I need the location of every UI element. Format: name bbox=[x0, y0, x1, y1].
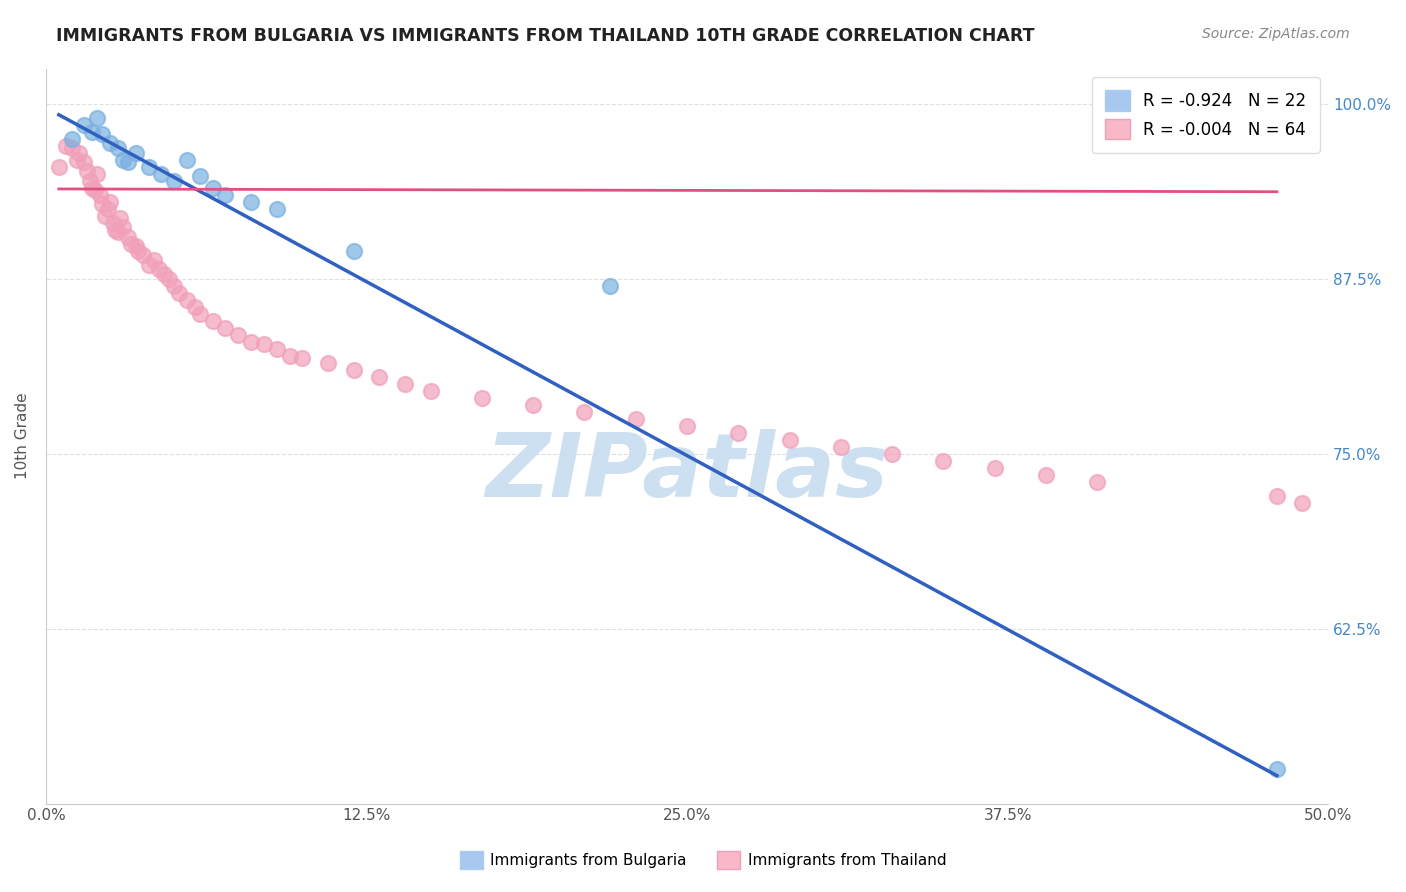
Point bbox=[266, 202, 288, 216]
Point bbox=[150, 167, 173, 181]
Y-axis label: 10th Grade: 10th Grade bbox=[15, 392, 30, 479]
Point bbox=[153, 268, 176, 282]
Point bbox=[624, 411, 647, 425]
Point bbox=[599, 278, 621, 293]
Point bbox=[73, 155, 96, 169]
Point bbox=[419, 384, 441, 398]
Point bbox=[111, 153, 134, 167]
Point bbox=[67, 145, 90, 160]
Point bbox=[148, 261, 170, 276]
Point bbox=[76, 163, 98, 178]
Legend: Immigrants from Bulgaria, Immigrants from Thailand: Immigrants from Bulgaria, Immigrants fro… bbox=[454, 845, 952, 875]
Point bbox=[111, 219, 134, 234]
Point bbox=[94, 209, 117, 223]
Point bbox=[107, 225, 129, 239]
Point bbox=[343, 244, 366, 258]
Point bbox=[240, 194, 263, 209]
Point bbox=[125, 145, 148, 160]
Point bbox=[1291, 495, 1313, 509]
Point bbox=[471, 391, 494, 405]
Point bbox=[214, 187, 236, 202]
Point bbox=[1265, 489, 1288, 503]
Point bbox=[132, 248, 155, 262]
Point bbox=[117, 155, 139, 169]
Point bbox=[176, 293, 198, 307]
Point bbox=[253, 337, 276, 351]
Point bbox=[266, 342, 288, 356]
Point bbox=[522, 398, 544, 412]
Point bbox=[368, 369, 391, 384]
Point bbox=[89, 187, 111, 202]
Point bbox=[169, 285, 191, 300]
Point bbox=[291, 351, 314, 366]
Point bbox=[932, 453, 955, 467]
Point bbox=[86, 111, 108, 125]
Point bbox=[83, 183, 105, 197]
Text: Source: ZipAtlas.com: Source: ZipAtlas.com bbox=[1202, 27, 1350, 41]
Point bbox=[214, 320, 236, 334]
Point bbox=[157, 271, 180, 285]
Point bbox=[226, 327, 249, 342]
Point bbox=[82, 124, 104, 138]
Point bbox=[125, 239, 148, 253]
Point bbox=[120, 236, 142, 251]
Point bbox=[117, 229, 139, 244]
Point bbox=[142, 253, 165, 268]
Point bbox=[98, 194, 121, 209]
Point bbox=[727, 425, 749, 440]
Point bbox=[91, 128, 114, 142]
Point bbox=[176, 153, 198, 167]
Point bbox=[984, 460, 1007, 475]
Point bbox=[163, 278, 186, 293]
Legend: R = -0.924   N = 22, R = -0.004   N = 64: R = -0.924 N = 22, R = -0.004 N = 64 bbox=[1091, 77, 1320, 153]
Text: ZIPatlas: ZIPatlas bbox=[485, 429, 889, 516]
Point bbox=[55, 138, 77, 153]
Point bbox=[574, 404, 596, 418]
Point bbox=[96, 202, 118, 216]
Point bbox=[201, 313, 224, 327]
Point bbox=[278, 349, 301, 363]
Point bbox=[86, 167, 108, 181]
Point bbox=[60, 131, 83, 145]
Point bbox=[101, 215, 124, 229]
Point bbox=[343, 362, 366, 376]
Point bbox=[138, 258, 160, 272]
Point bbox=[107, 141, 129, 155]
Point bbox=[676, 418, 699, 433]
Point bbox=[316, 355, 339, 369]
Point bbox=[201, 180, 224, 194]
Point bbox=[104, 222, 127, 236]
Point bbox=[240, 334, 263, 349]
Point bbox=[110, 211, 132, 226]
Point bbox=[1265, 762, 1288, 776]
Point bbox=[394, 376, 416, 391]
Point bbox=[830, 440, 852, 454]
Point bbox=[79, 173, 101, 187]
Point bbox=[1085, 475, 1108, 489]
Point bbox=[60, 141, 83, 155]
Point bbox=[127, 244, 149, 258]
Point bbox=[138, 160, 160, 174]
Point bbox=[66, 153, 89, 167]
Point bbox=[73, 118, 96, 132]
Point bbox=[188, 169, 211, 184]
Point bbox=[882, 446, 904, 460]
Point bbox=[48, 160, 70, 174]
Point bbox=[779, 433, 801, 447]
Text: IMMIGRANTS FROM BULGARIA VS IMMIGRANTS FROM THAILAND 10TH GRADE CORRELATION CHAR: IMMIGRANTS FROM BULGARIA VS IMMIGRANTS F… bbox=[56, 27, 1035, 45]
Point bbox=[91, 197, 114, 211]
Point bbox=[163, 173, 186, 187]
Point bbox=[183, 300, 205, 314]
Point bbox=[82, 180, 104, 194]
Point bbox=[188, 307, 211, 321]
Point bbox=[98, 136, 121, 150]
Point bbox=[1035, 467, 1057, 482]
